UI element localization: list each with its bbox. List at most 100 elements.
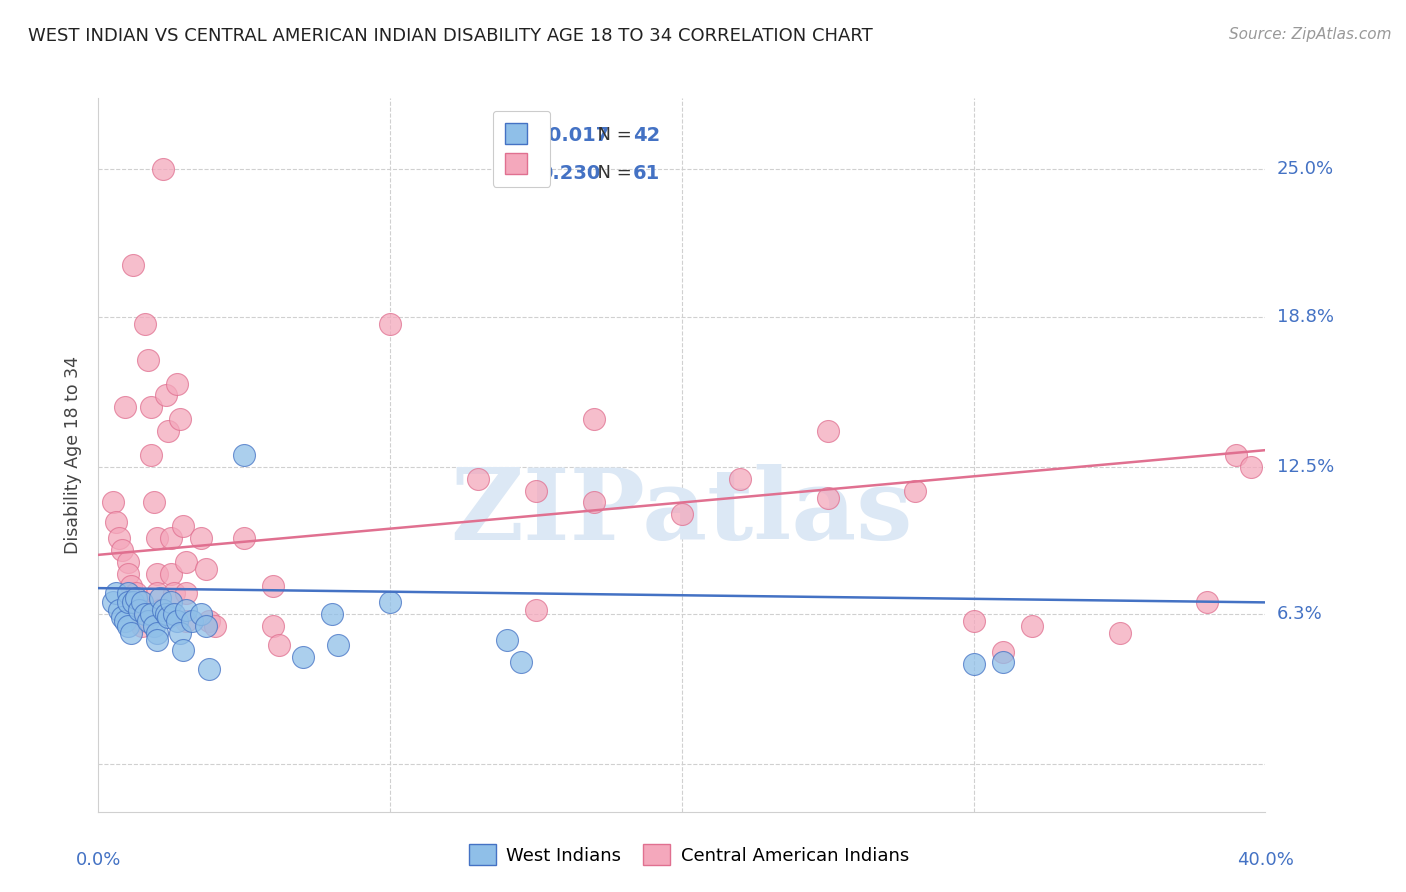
Point	[172, 519, 194, 533]
Text: R =: R =	[501, 127, 540, 145]
Point	[149, 602, 172, 616]
Point	[1225, 448, 1247, 462]
Point	[146, 586, 169, 600]
Point	[104, 586, 127, 600]
Y-axis label: Disability Age 18 to 34: Disability Age 18 to 34	[65, 356, 83, 554]
Point	[269, 638, 291, 652]
Text: 25.0%: 25.0%	[1277, 161, 1334, 178]
Point	[160, 566, 183, 581]
Point	[962, 615, 984, 629]
Point	[190, 607, 212, 622]
Text: 18.8%: 18.8%	[1277, 308, 1333, 326]
Point	[131, 595, 153, 609]
Point	[136, 615, 159, 629]
Point	[169, 626, 191, 640]
Point	[321, 607, 343, 622]
Point	[157, 609, 180, 624]
Point	[163, 586, 186, 600]
Text: 42: 42	[633, 126, 661, 145]
Text: -0.017: -0.017	[540, 126, 609, 145]
Point	[233, 448, 256, 462]
Point	[817, 424, 839, 438]
Point	[190, 531, 212, 545]
Point	[166, 615, 188, 629]
Point	[583, 412, 606, 426]
Point	[136, 352, 159, 367]
Text: 12.5%: 12.5%	[1277, 458, 1334, 475]
Point	[524, 483, 547, 498]
Point	[114, 401, 136, 415]
Point	[155, 388, 177, 402]
Point	[904, 483, 927, 498]
Point	[117, 586, 139, 600]
Point	[120, 579, 142, 593]
Point	[111, 543, 134, 558]
Point	[583, 495, 606, 509]
Point	[117, 555, 139, 569]
Point	[163, 607, 186, 622]
Text: 61: 61	[633, 163, 661, 183]
Point	[233, 531, 256, 545]
Point	[111, 609, 134, 624]
Point	[101, 495, 124, 509]
Point	[131, 602, 153, 616]
Point	[146, 633, 169, 648]
Text: R =: R =	[501, 164, 540, 182]
Point	[962, 657, 984, 672]
Point	[131, 615, 153, 629]
Text: 6.3%: 6.3%	[1277, 606, 1322, 624]
Point	[169, 412, 191, 426]
Text: 0.0%: 0.0%	[76, 851, 121, 869]
Point	[671, 508, 693, 522]
Point	[149, 591, 172, 605]
Point	[198, 615, 221, 629]
Point	[146, 566, 169, 581]
Point	[117, 566, 139, 581]
Text: WEST INDIAN VS CENTRAL AMERICAN INDIAN DISABILITY AGE 18 TO 34 CORRELATION CHART: WEST INDIAN VS CENTRAL AMERICAN INDIAN D…	[28, 27, 873, 45]
Point	[125, 591, 148, 605]
Point	[291, 650, 314, 665]
Point	[108, 531, 131, 545]
Point	[180, 615, 202, 629]
Point	[142, 495, 165, 509]
Point	[120, 626, 142, 640]
Point	[195, 562, 218, 576]
Point	[174, 586, 197, 600]
Point	[134, 607, 156, 622]
Point	[262, 579, 284, 593]
Point	[108, 602, 131, 616]
Point	[114, 615, 136, 629]
Point	[378, 595, 402, 609]
Point	[378, 317, 402, 331]
Point	[139, 448, 162, 462]
Point	[1021, 619, 1043, 633]
Point	[117, 595, 139, 609]
Text: N =: N =	[586, 164, 638, 182]
Point	[117, 619, 139, 633]
Point	[139, 607, 162, 622]
Text: 40.0%: 40.0%	[1237, 851, 1294, 869]
Point	[122, 595, 145, 609]
Point	[174, 555, 197, 569]
Point	[198, 662, 221, 676]
Point	[155, 607, 177, 622]
Text: N =: N =	[586, 127, 638, 145]
Point	[157, 424, 180, 438]
Point	[172, 643, 194, 657]
Point	[1240, 459, 1263, 474]
Text: Source: ZipAtlas.com: Source: ZipAtlas.com	[1229, 27, 1392, 42]
Point	[204, 619, 226, 633]
Point	[817, 491, 839, 505]
Point	[991, 645, 1014, 659]
Point	[146, 531, 169, 545]
Point	[128, 602, 150, 616]
Point	[524, 602, 547, 616]
Legend: , : ,	[492, 111, 550, 186]
Point	[510, 655, 533, 669]
Point	[122, 258, 145, 272]
Point	[728, 472, 751, 486]
Point	[174, 602, 197, 616]
Point	[152, 162, 174, 177]
Text: ZIPatlas: ZIPatlas	[451, 464, 912, 560]
Point	[495, 633, 517, 648]
